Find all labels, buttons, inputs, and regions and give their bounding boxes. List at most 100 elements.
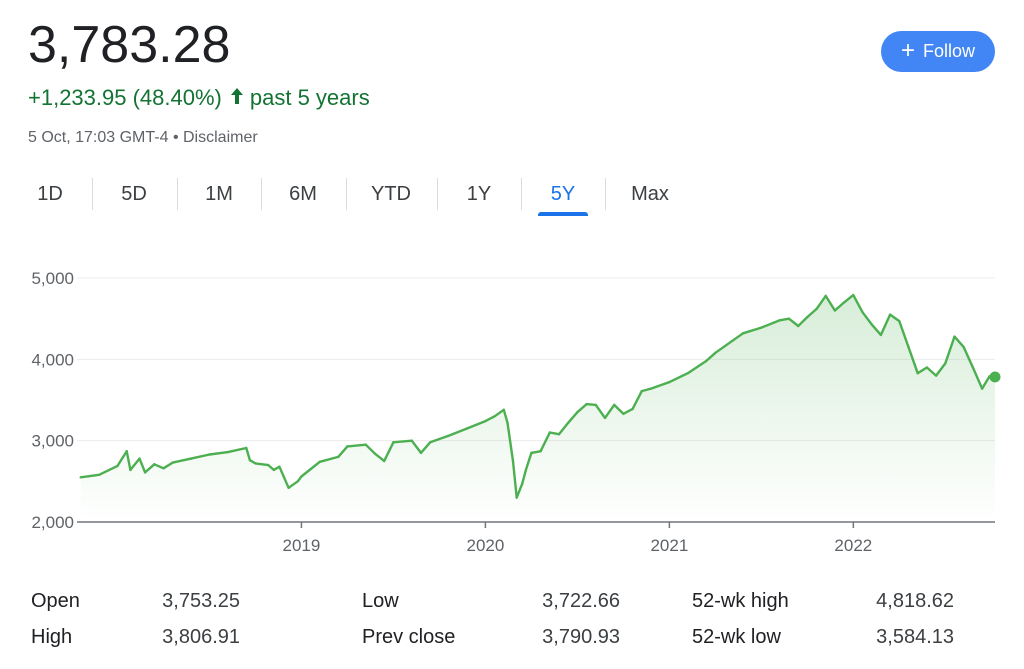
bullet-separator: • [168,129,183,146]
price-chart: 2,000 3,000 4,000 5,000 2019 2020 2021 2022 [31,269,1001,555]
price-line-segment [631,389,643,411]
tab-divider [346,178,347,210]
price-line-segment [879,313,892,337]
stat-value-high: 3,806.91 [162,626,240,648]
price-line-segment [524,451,533,472]
price-line-segment [585,402,597,407]
price-change: +1,233.95 (48.40%) [28,85,222,110]
price-line-segment [603,403,616,420]
price-line-segment [79,473,101,479]
price-line-segment [686,359,708,375]
price-line-segment [888,313,901,323]
tab-divider [605,178,606,210]
price-line-segment [613,403,625,416]
price-line-segment [254,462,270,467]
stats-table: Open 3,753.25 High 3,806.91 Low 3,722.66… [0,584,1024,664]
stat-value-52wk-low: 3,584.13 [876,626,954,648]
price-line-segment [300,460,321,478]
price-line-segment [907,345,919,375]
price-line-segment [567,410,579,425]
price-line-segment [944,335,956,365]
price-line-segment [723,338,735,348]
price-line-segment [337,445,349,459]
price-line-segment [364,443,377,455]
price-line-segment [153,463,165,470]
stat-value-52wk-high: 4,818.62 [876,590,954,612]
price-line-segment [287,480,299,490]
x-tick-label: 2020 [466,536,504,555]
plus-icon: + [900,36,915,64]
price-line-segment [138,457,147,474]
stat-label-prev-close: Prev close [362,626,456,648]
price-line-segment [465,419,487,430]
price-line-segment [208,450,230,456]
stat-label-open: Open [31,590,80,612]
price-line-segment [741,326,763,335]
price-line-segment [797,315,809,328]
price-line-segment [226,446,248,454]
disclaimer-link[interactable]: Disclaimer [183,129,258,146]
price-line-segment [760,319,781,329]
follow-button[interactable]: + Follow [881,31,995,72]
price-line-segment [916,366,929,375]
price-line-segment [953,335,965,349]
price-line-segment [162,461,174,470]
price-line-segment [714,345,726,355]
price-line-segment [125,449,132,472]
stat-value-low: 3,722.66 [542,590,620,612]
price-line-segment [171,457,193,464]
price-line-segment [267,463,275,472]
price-line-segment [649,380,671,390]
price-value: 3,783.28 [28,16,231,74]
price-line-segment [934,362,947,377]
price-line-segment [506,421,515,463]
price-line-segment [189,453,211,460]
price-line-segment [278,465,290,490]
price-line-segment [539,431,551,453]
tab-divider [261,178,262,210]
tab-ytd[interactable]: YTD [371,183,411,205]
tab-6m[interactable]: 6M [289,183,317,205]
tab-1y[interactable]: 1Y [466,183,492,205]
price-line-segment [447,427,469,438]
price-line-segment [870,323,883,337]
price-line-segment [493,408,505,418]
price-line-segment [116,449,128,468]
current-price-marker [989,371,1001,383]
tab-divider [437,178,438,210]
price-line-segment [373,452,386,463]
tab-divider [92,178,93,210]
price-line-segment [640,387,653,393]
price-line-segment [419,441,432,455]
tab-1m[interactable]: 1M [205,183,233,205]
stat-label-low: Low [362,590,399,612]
range-tabs: 1D 5D 1M 6M YTD 1Y 5Y Max [0,176,1024,216]
price-line-segment [129,457,141,472]
tab-max[interactable]: Max [631,183,669,205]
x-tick-label: 2021 [650,536,688,555]
price-line-segment [980,375,991,390]
price-line-segment [511,459,518,499]
price-line-segment [97,464,119,477]
tab-1d[interactable]: 1D [37,183,63,205]
tab-5y[interactable]: 5Y [535,176,591,212]
price-line-segment [778,317,791,322]
price-line-segment [429,434,450,444]
price-line-segment [622,407,634,416]
stat-label-high: High [31,626,73,648]
price-line-segment [925,366,938,377]
tab-5d[interactable]: 5D [121,183,147,205]
price-line-segment [346,443,367,448]
price-line-segment [824,294,837,312]
price-line-segment [861,310,873,326]
price-line-segment [576,402,588,414]
up-arrow-icon [230,84,244,112]
stat-label-52wk-low: 52-wk low [692,626,781,648]
price-line-segment [392,439,413,444]
x-tick-label: 2022 [834,536,872,555]
price-line-segment [530,449,542,455]
price-line-segment [318,455,340,464]
price-line-segment [815,294,827,311]
tab-divider [177,178,178,210]
price-line-segment [971,366,984,390]
